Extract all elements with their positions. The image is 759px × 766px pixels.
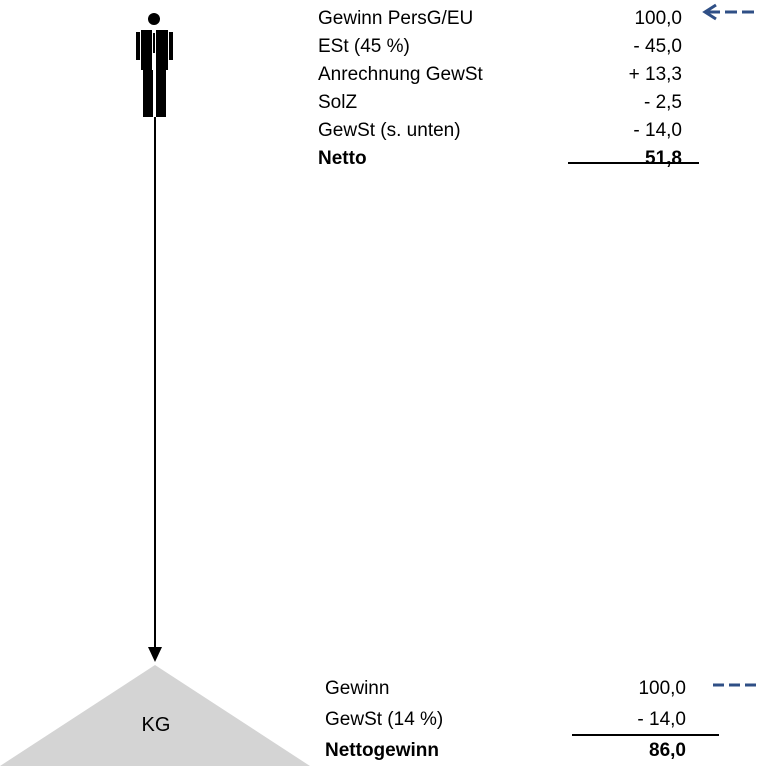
person-row-value: - 2,5 xyxy=(560,92,682,114)
kg-row-label: GewSt (14 %) xyxy=(325,709,443,731)
kg-entity-label: KG xyxy=(136,713,176,737)
flow-arrowhead-icon xyxy=(148,647,162,662)
person-total-value: 51,8 xyxy=(560,148,682,170)
person-row-value: + 13,3 xyxy=(560,64,682,86)
kg-total-label: Nettogewinn xyxy=(325,740,439,762)
person-row-value: 100,0 xyxy=(560,8,682,30)
kg-total-value: 86,0 xyxy=(560,740,686,762)
kg-row-value: - 14,0 xyxy=(560,709,686,731)
person-row-label: SolZ xyxy=(318,92,357,114)
dashed-arrow-icon xyxy=(705,5,754,19)
person-row-label: Anrechnung GewSt xyxy=(318,64,483,86)
person-row-value: - 45,0 xyxy=(560,36,682,58)
person-icon xyxy=(136,13,173,117)
person-row-value: - 14,0 xyxy=(560,120,682,142)
person-row-label: ESt (45 %) xyxy=(318,36,410,58)
kg-row-value: 100,0 xyxy=(560,678,686,700)
kg-row-label: Gewinn xyxy=(325,678,389,700)
person-total-label: Netto xyxy=(318,148,367,170)
person-row-label: GewSt (s. unten) xyxy=(318,120,461,142)
person-row-label: Gewinn PersG/EU xyxy=(318,8,473,30)
